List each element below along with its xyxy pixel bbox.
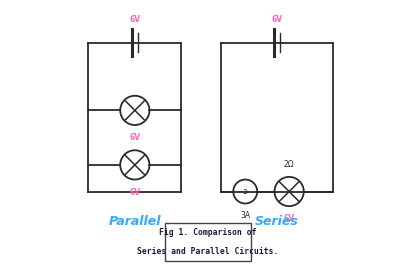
Text: 3A: 3A [240, 211, 250, 221]
Text: 2Ω: 2Ω [284, 160, 295, 169]
Text: 6V: 6V [129, 133, 141, 142]
Text: Fig 1. Comparison of: Fig 1. Comparison of [159, 228, 257, 237]
Text: 6V: 6V [272, 15, 283, 24]
FancyBboxPatch shape [166, 223, 250, 261]
Text: Series and Parallel Circuits.: Series and Parallel Circuits. [137, 247, 279, 256]
Text: 6V: 6V [129, 188, 141, 197]
Text: Parallel: Parallel [109, 215, 161, 228]
Text: a: a [243, 187, 248, 196]
Text: Series: Series [255, 215, 299, 228]
Text: 6V: 6V [284, 214, 295, 223]
Text: 6V: 6V [129, 15, 141, 24]
